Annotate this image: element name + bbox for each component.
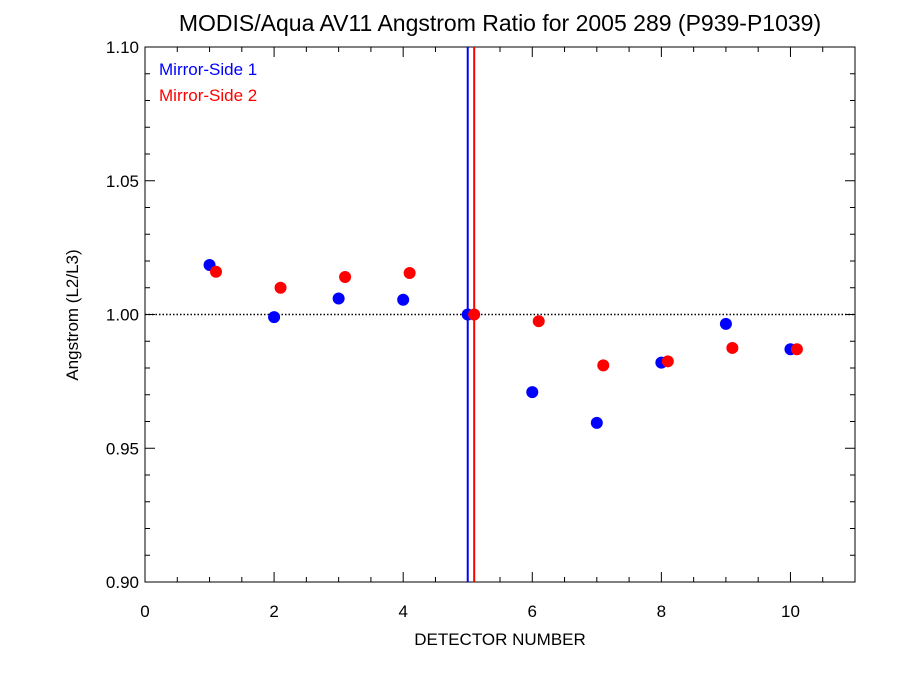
y-tick-label: 1.05: [106, 172, 139, 191]
y-tick-label: 1.10: [106, 38, 139, 57]
data-point-series-2: [661, 355, 674, 368]
legend: Mirror-Side 1 Mirror-Side 2: [159, 60, 257, 105]
x-tick-label: 8: [657, 602, 666, 621]
x-axis-title: DETECTOR NUMBER: [414, 630, 586, 649]
data-point-series-2: [532, 315, 545, 328]
legend-item-mirror-side-1: Mirror-Side 1: [159, 60, 257, 79]
data-point-series-1: [268, 311, 281, 324]
data-point-series-2: [790, 343, 803, 356]
x-tick-label: 2: [269, 602, 278, 621]
y-axis-title: Angstrom (L2/L3): [63, 249, 82, 380]
data-point-series-2: [339, 271, 352, 284]
legend-item-mirror-side-2: Mirror-Side 2: [159, 86, 257, 105]
y-tick-label: 1.00: [106, 306, 139, 325]
x-tick-label: 4: [398, 602, 407, 621]
y-tick-label: 0.95: [106, 439, 139, 458]
x-tick-label: 10: [781, 602, 800, 621]
data-point-series-1: [526, 386, 539, 399]
data-point-series-1: [397, 293, 410, 306]
data-point-series-2: [726, 341, 739, 354]
plot-area: 0 2 4 6 8 10 0.90 0.95 1.00 1.05 1.10: [106, 38, 856, 621]
y-tick-label: 0.90: [106, 573, 139, 592]
x-tick-label: 6: [528, 602, 537, 621]
chart-title: MODIS/Aqua AV11 Angstrom Ratio for 2005 …: [179, 10, 821, 36]
data-point-series-1: [332, 292, 345, 305]
data-point-series-2: [210, 265, 222, 278]
data-point-series-2: [468, 308, 481, 321]
data-point-series-2: [597, 359, 610, 372]
data-point-series-2: [274, 281, 287, 294]
data-point-series-2: [403, 267, 416, 280]
data-point-series-1: [590, 416, 603, 429]
x-tick-label: 0: [140, 602, 149, 621]
data-point-series-1: [719, 317, 732, 330]
